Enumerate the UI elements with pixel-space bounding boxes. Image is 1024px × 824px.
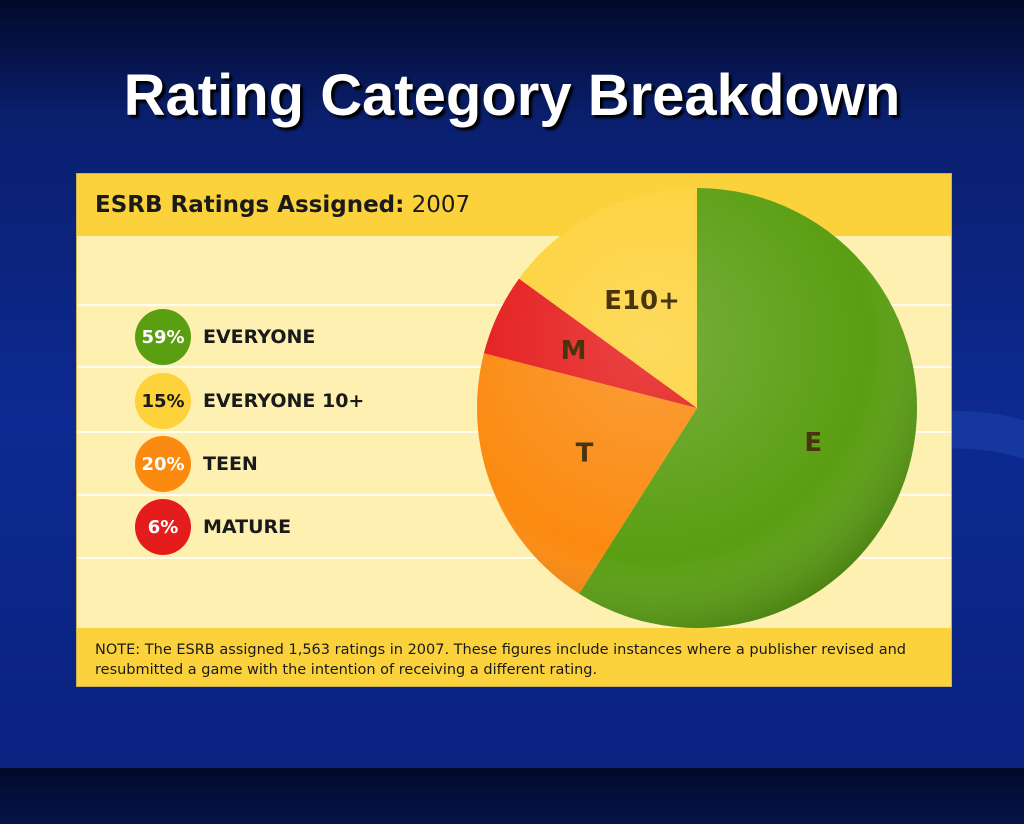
pie-label-e: E [804, 428, 822, 458]
legend-label: MATURE [203, 516, 292, 538]
panel-footer: NOTE: The ESRB assigned 1,563 ratings in… [77, 628, 951, 686]
footnote: NOTE: The ESRB assigned 1,563 ratings in… [95, 642, 906, 678]
panel-title-year: 2007 [411, 192, 471, 218]
chart-panel: ESRB Ratings Assigned: 2007 59% EVERYONE… [76, 173, 952, 687]
legend-label: EVERYONE [203, 326, 316, 348]
legend-item-mature: 6% MATURE [135, 499, 465, 555]
pie-label-m: M [561, 336, 587, 366]
slide-title: Rating Category Breakdown [123, 63, 901, 128]
pie-chart: E T M E10+ [477, 188, 918, 628]
panel-title: ESRB Ratings Assigned: 2007 [95, 192, 470, 218]
legend-label: TEEN [203, 453, 258, 475]
legend-badge: 59% [135, 309, 191, 365]
panel-title-label: ESRB Ratings Assigned: [95, 192, 405, 218]
legend-badge: 20% [135, 436, 191, 492]
legend-item-everyone: 59% EVERYONE [135, 309, 465, 365]
pie-label-e10plus: E10+ [604, 286, 680, 316]
legend-item-everyone-10plus: 15% EVERYONE 10+ [135, 373, 465, 429]
legend-badge: 15% [135, 373, 191, 429]
legend-badge: 6% [135, 499, 191, 555]
legend-label: EVERYONE 10+ [203, 390, 365, 412]
legend-item-teen: 20% TEEN [135, 436, 465, 492]
pie-label-t: T [576, 439, 594, 469]
